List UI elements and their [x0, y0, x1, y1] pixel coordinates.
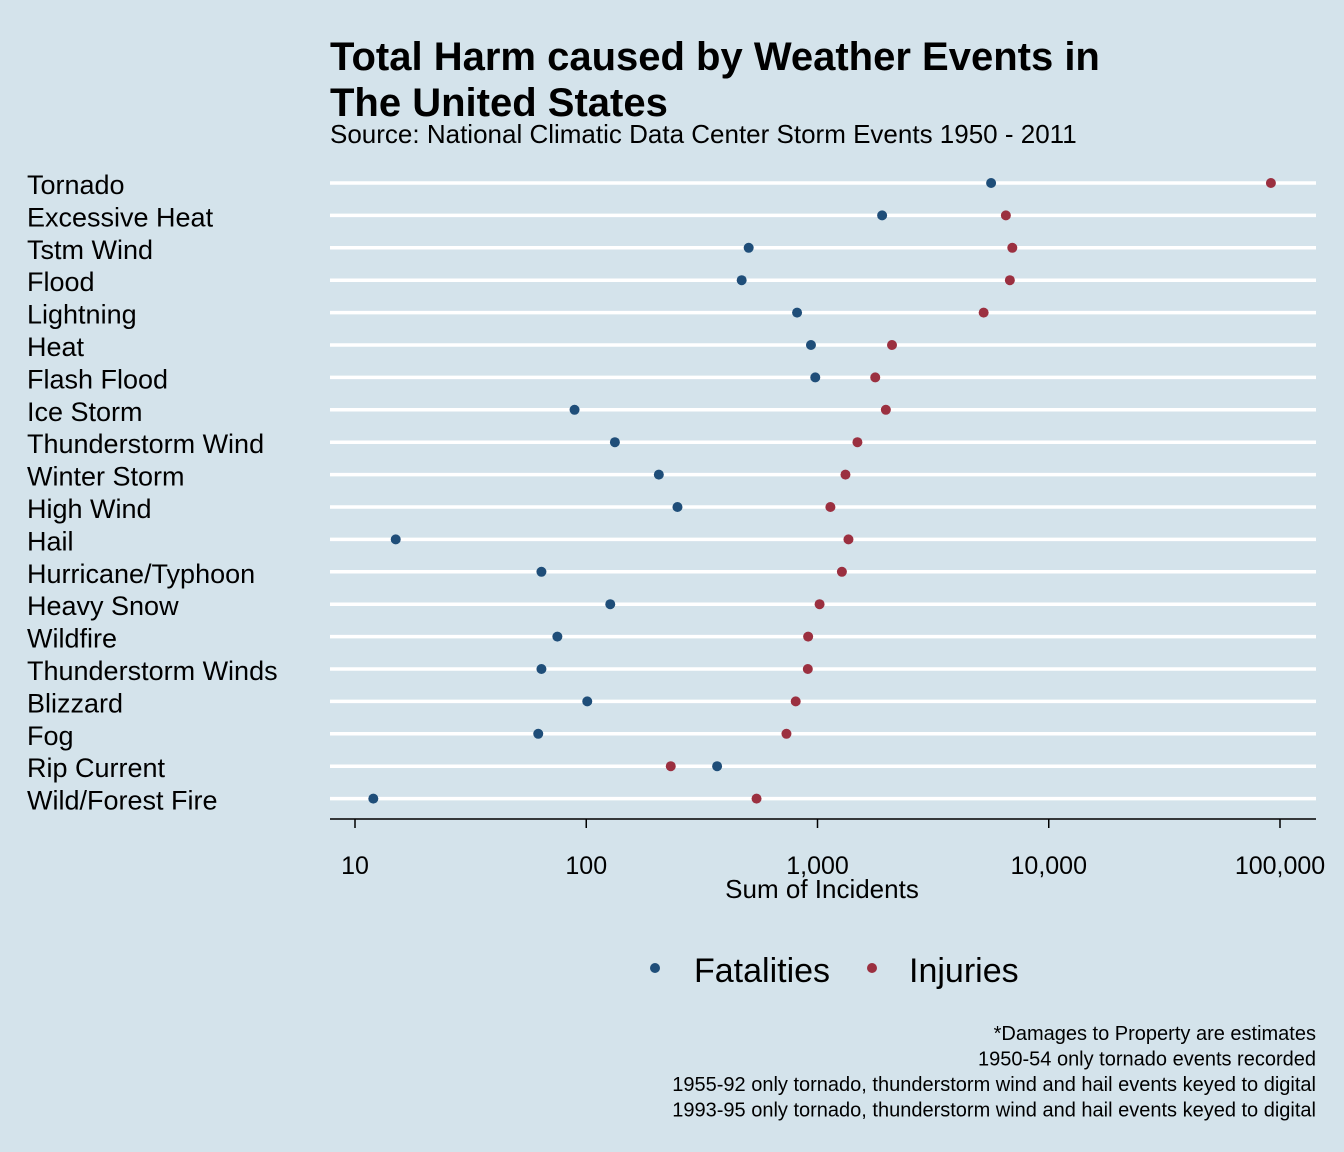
category-label: Ice Storm [27, 397, 143, 427]
point-fatalities [609, 437, 620, 448]
point-fatalities [552, 631, 563, 642]
point-fatalities [986, 178, 997, 188]
point-injuries [803, 631, 814, 642]
point-fatalities [792, 307, 803, 318]
x-tick-label: 100 [565, 852, 607, 880]
point-fatalities [805, 340, 816, 350]
point-injuries [836, 566, 847, 577]
point-fatalities [536, 566, 547, 577]
gridlines [330, 181, 1316, 801]
point-injuries [880, 404, 891, 415]
point-fatalities [582, 696, 593, 707]
point-injuries [870, 372, 881, 383]
footnote-line: 1993-95 only tornado, thunderstorm wind … [672, 1100, 1316, 1122]
point-injuries [1007, 242, 1018, 253]
point-fatalities [712, 761, 723, 772]
point-fatalities [736, 275, 747, 286]
category-label: Blizzard [27, 688, 123, 718]
point-injuries [825, 502, 836, 512]
chart-title-line-1: Total Harm caused by Weather Events in [330, 35, 1100, 79]
category-label: Heavy Snow [27, 591, 179, 621]
footnote-line: 1955-92 only tornado, thunderstorm wind … [672, 1074, 1316, 1096]
x-axis: 10 100 1,000 10,000 100,000 [330, 818, 1325, 880]
data-points [368, 178, 1276, 804]
point-injuries [843, 534, 854, 545]
point-fatalities [877, 210, 888, 221]
point-injuries [781, 728, 792, 739]
x-tick-label: 100,000 [1235, 852, 1325, 880]
point-injuries [840, 469, 851, 480]
category-label: Heat [27, 332, 85, 362]
point-fatalities [653, 469, 664, 480]
legend-label-injuries: Injuries [909, 952, 1019, 990]
point-fatalities [533, 728, 544, 739]
category-label: Winter Storm [27, 462, 185, 492]
point-injuries [887, 340, 898, 350]
point-fatalities [390, 534, 401, 545]
category-label: Lightning [27, 300, 137, 330]
footnotes: *Damages to Property are estimates 1950-5… [672, 1023, 1316, 1122]
x-tick-label: 10,000 [1011, 852, 1087, 880]
category-label: Flood [27, 267, 95, 297]
category-label: Tstm Wind [27, 235, 153, 265]
point-fatalities [672, 502, 683, 512]
category-label: High Wind [27, 494, 152, 524]
category-label: Flash Flood [27, 364, 168, 394]
legend-label-fatalities: Fatalities [694, 952, 830, 990]
legend: Fatalities Injuries [650, 952, 1019, 990]
x-axis-title: Sum of Incidents [725, 874, 919, 904]
point-injuries [978, 307, 989, 318]
legend-key-fatalities [650, 963, 660, 973]
category-label: Wild/Forest Fire [27, 786, 218, 816]
point-fatalities [810, 372, 821, 383]
category-label: Tornado [27, 170, 125, 200]
legend-key-injuries [867, 963, 877, 973]
x-tick-label: 1,000 [786, 852, 849, 880]
category-label: Thunderstorm Wind [27, 429, 264, 459]
point-fatalities [536, 664, 547, 674]
category-label: Hurricane/Typhoon [27, 559, 255, 589]
category-label: Thunderstorm Winds [27, 656, 278, 686]
point-fatalities [569, 404, 580, 415]
point-injuries [852, 437, 863, 448]
category-label: Fog [27, 721, 74, 751]
point-fatalities [368, 793, 379, 804]
category-label: Wildfire [27, 624, 117, 654]
point-injuries [790, 696, 801, 707]
point-injuries [665, 761, 676, 772]
point-injuries [1004, 275, 1015, 286]
point-injuries [1265, 178, 1276, 188]
chart-subtitle: Source: National Climatic Data Center St… [330, 119, 1077, 149]
category-label: Excessive Heat [27, 202, 214, 232]
point-fatalities [743, 242, 754, 253]
category-label: Hail [27, 526, 74, 556]
category-label: Rip Current [27, 753, 166, 783]
point-fatalities [605, 599, 616, 610]
point-injuries [1000, 210, 1011, 221]
x-tick-label: 10 [341, 852, 369, 880]
footnote-line: 1950-54 only tornado events recorded [978, 1049, 1316, 1071]
point-injuries [814, 599, 825, 610]
chart-title-line-2: The United States [330, 81, 668, 125]
point-injuries [802, 664, 813, 674]
footnote-line: *Damages to Property are estimates [994, 1023, 1316, 1045]
point-injuries [751, 793, 762, 804]
